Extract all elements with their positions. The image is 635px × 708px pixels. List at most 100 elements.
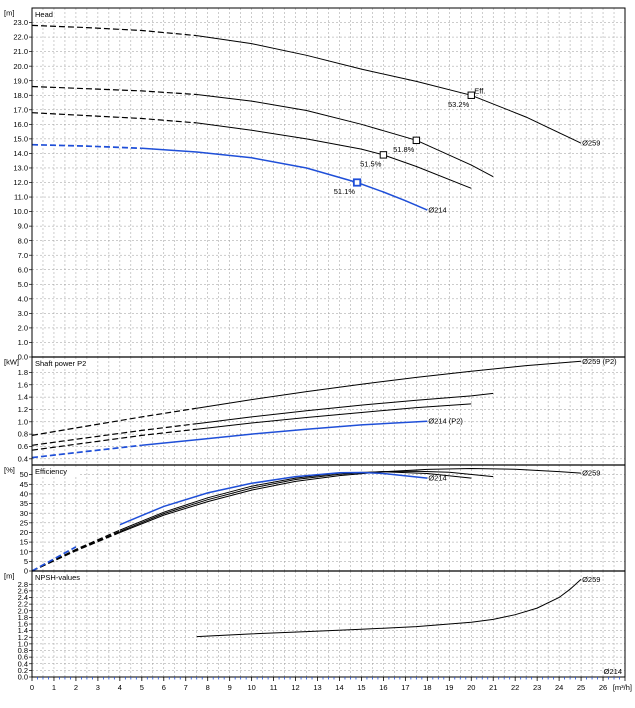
y-tick-label: 5.0 [18,280,28,289]
curve-line [196,403,472,430]
curve-line [196,122,472,189]
y-tick-label: 18.0 [13,91,28,100]
y-tick-label: 16.0 [13,120,28,129]
y-tick-label: 0 [24,567,28,576]
y-tick-label: 14.0 [13,149,28,158]
x-tick-label: 8 [206,683,210,692]
y-tick-label: 23.0 [13,18,28,27]
y-tick-label: 22.0 [13,33,28,42]
y-tick-label: 1.2 [18,633,28,642]
panel-title: NPSH-values [35,573,80,582]
y-tick-label: 1.0 [18,639,28,648]
x-tick-label: 0 [30,683,34,692]
x-tick-label: 10 [247,683,255,692]
y-tick-label: 10 [20,547,28,556]
y-tick-label: 15.0 [13,134,28,143]
curve-label: Ø259 (P2) [582,357,617,366]
curve-label: Ø214 [428,474,446,483]
y-tick-label: 35 [20,499,28,508]
y-tick-label: 50 [20,470,28,479]
y-tick-label: 0.0 [18,353,28,362]
efficiency-marker-caption: Eff. [474,86,485,95]
y-tick-label: 19.0 [13,76,28,85]
curve-dashed-segment [31,112,197,124]
curve-dashed-segment [31,423,197,446]
y-tick-label: 40 [20,490,28,499]
panel-unit: [kW] [4,358,19,367]
curve-label: Ø214 [428,206,446,215]
y-tick-label: 15 [20,538,28,547]
y-tick-label: 1.6 [18,380,28,389]
x-tick-label: 3 [96,683,100,692]
x-tick-label: 16 [379,683,387,692]
curve-dashed-segment [31,428,197,451]
efficiency-point-label: 51.1% [334,187,356,196]
x-tick-label: 26 [599,683,607,692]
curve-line [196,578,582,638]
efficiency-point-label: 51.5% [360,159,382,168]
x-tick-label: 6 [162,683,166,692]
y-tick-label: 12.0 [13,178,28,187]
y-tick-label: 10.0 [13,207,28,216]
y-tick-label: 0.4 [18,659,28,668]
y-tick-label: 20 [20,528,28,537]
y-tick-label: 5 [24,557,28,566]
panel-title: Efficiency [35,467,67,476]
x-tick-label: 2 [74,683,78,692]
y-tick-label: 0.2 [18,666,28,675]
y-tick-label: 0.6 [18,442,28,451]
y-tick-label: 1.6 [18,620,28,629]
curve-label: Ø259 [582,575,600,584]
y-tick-label: 2.0 [18,324,28,333]
y-tick-label: 1.8 [18,368,28,377]
curve-line [141,420,428,447]
y-tick-label: 20.0 [13,62,28,71]
y-tick-label: 1.2 [18,405,28,414]
curve-line [141,147,428,211]
y-tick-label: 2.2 [18,600,28,609]
x-tick-label: 9 [228,683,232,692]
x-tick-label: 24 [555,683,563,692]
curve-label: Ø259 [582,139,600,148]
grid-layer [31,8,626,678]
curve-line [119,471,472,531]
y-tick-label: 1.4 [18,626,28,635]
y-tick-label: 1.0 [18,417,28,426]
x-tick-label: 14 [335,683,343,692]
panel-title: Shaft power P2 [35,359,86,368]
y-tick-label: 1.4 [18,393,28,402]
frame-layer [29,7,626,681]
x-tick-label: 22 [511,683,519,692]
curve-dashed-segment [31,407,197,436]
y-tick-label: 9.0 [18,222,28,231]
x-tick-label: 19 [445,683,453,692]
y-tick-label: 1.0 [18,338,28,347]
y-tick-label: 0.8 [18,646,28,655]
panel-title: Head [35,10,53,19]
curve-dashed-segment [31,530,121,572]
y-tick-label: 3.0 [18,309,28,318]
curve-dashed-segment [31,143,142,150]
curve-label: Ø259 [582,469,600,478]
panel-title-background [33,359,98,368]
panel-unit: [m] [4,572,14,581]
y-tick-label: 17.0 [13,105,28,114]
curve-line [196,360,582,409]
y-tick-label: 2.0 [18,606,28,615]
npsh-extra-label: Ø214 [604,667,622,676]
efficiency-point-marker [352,178,362,187]
y-tick-label: 21.0 [13,47,28,56]
panel-unit: [%] [4,466,15,475]
y-tick-label: 6.0 [18,265,28,274]
x-tick-label: 4 [118,683,122,692]
y-tick-label: 0.0 [18,673,28,682]
curve-dashed-segment [31,546,77,572]
panel-title-background [33,467,80,476]
x-axis-unit: [m³/h] [613,683,632,692]
y-tick-label: 0.8 [18,430,28,439]
text-layer: 0.01.02.03.04.05.06.07.08.09.010.011.012… [4,9,632,693]
curve-line [119,470,494,532]
curve-line [196,35,582,144]
curve-dashed-segment [31,24,197,37]
